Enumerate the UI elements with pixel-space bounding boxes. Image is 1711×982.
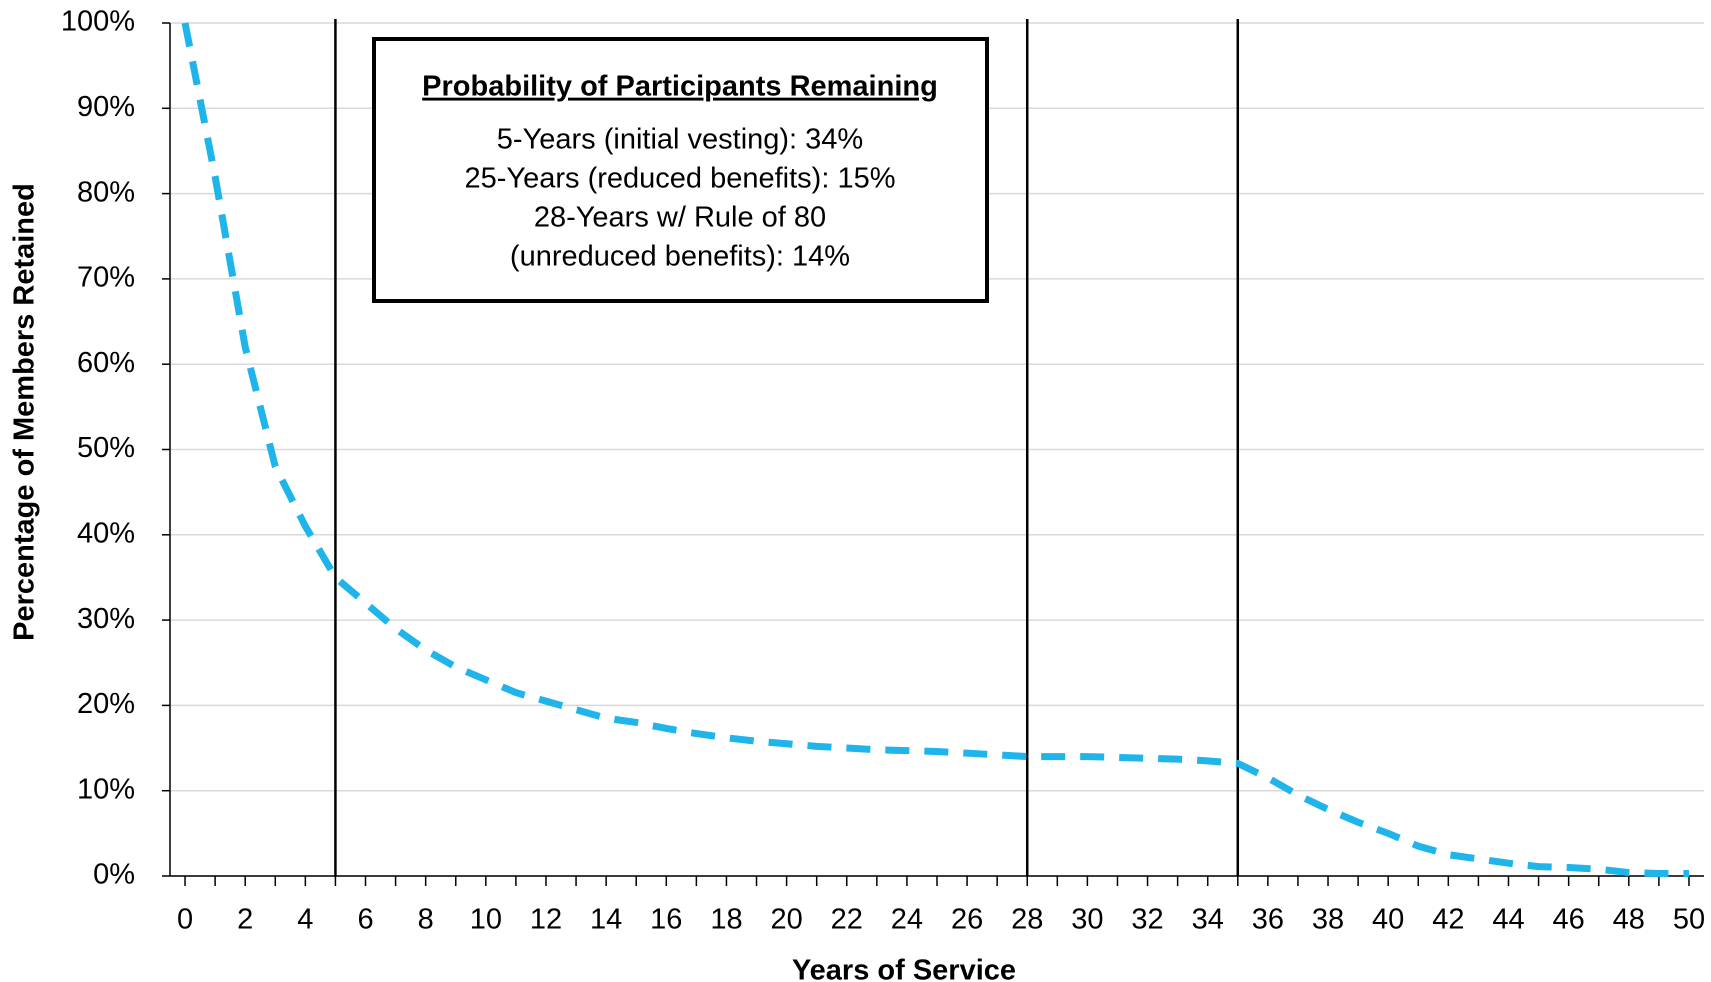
y-tick-label: 90%	[77, 91, 135, 123]
y-tick-label: 80%	[77, 176, 135, 208]
x-tick-label: 8	[418, 904, 434, 936]
y-tick-label: 70%	[77, 262, 135, 294]
annotation-box	[372, 37, 989, 303]
x-tick-label: 50	[1673, 904, 1705, 936]
x-tick-label: 40	[1372, 904, 1404, 936]
data-line	[181, 22, 1689, 877]
x-tick-label: 46	[1553, 904, 1585, 936]
x-tick-label: 34	[1192, 904, 1224, 936]
x-tick-label: 24	[891, 904, 923, 936]
y-tick-label: 40%	[77, 517, 135, 549]
y-axis-title: Percentage of Members Retained	[9, 183, 41, 641]
x-tick-label: 44	[1492, 904, 1524, 936]
x-tick-label: 2	[237, 904, 253, 936]
y-tick-label: 60%	[77, 347, 135, 379]
x-tick-label: 26	[951, 904, 983, 936]
x-tick-label: 36	[1252, 904, 1284, 936]
x-axis-title: Years of Service	[792, 955, 1016, 982]
x-tick-label: 22	[831, 904, 863, 936]
x-tick-label: 10	[470, 904, 502, 936]
y-tick-label: 30%	[77, 603, 135, 635]
x-tick-label: 30	[1071, 904, 1103, 936]
x-tick-label: 38	[1312, 904, 1344, 936]
y-tick-label: 100%	[61, 6, 135, 38]
x-tick-label: 42	[1432, 904, 1464, 936]
x-tick-label: 28	[1011, 904, 1043, 936]
y-tick-label: 10%	[77, 773, 135, 805]
annotation-line: 28-Years w/ Rule of 80	[534, 202, 826, 234]
x-tick-label: 14	[590, 904, 622, 936]
x-tick-label: 4	[297, 904, 313, 936]
x-tick-label: 20	[770, 904, 802, 936]
y-tick-label: 20%	[77, 688, 135, 720]
x-tick-label: 32	[1131, 904, 1163, 936]
y-tick-label: 50%	[77, 432, 135, 464]
x-tick-label: 0	[177, 904, 193, 936]
annotation-line: 25-Years (reduced benefits): 15%	[465, 163, 896, 195]
annotation-line: (unreduced benefits): 14%	[510, 241, 850, 273]
annotation-line: 5-Years (initial vesting): 34%	[497, 124, 863, 156]
x-tick-label: 6	[357, 904, 373, 936]
annotation-title: Probability of Participants Remaining	[422, 71, 938, 103]
x-tick-label: 12	[530, 904, 562, 936]
x-tick-label: 18	[710, 904, 742, 936]
y-tick-label: 0%	[93, 859, 135, 891]
x-tick-label: 16	[650, 904, 682, 936]
x-tick-label: 48	[1613, 904, 1645, 936]
